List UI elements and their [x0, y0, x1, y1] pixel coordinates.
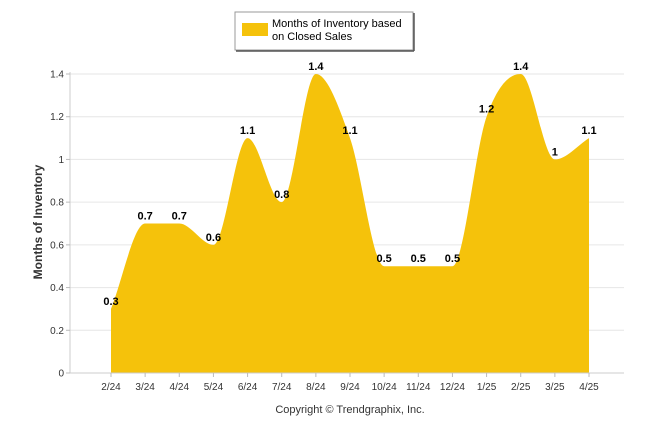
y-tick-label: 0.6 [50, 240, 64, 251]
y-tick-label: 0.4 [50, 283, 64, 294]
x-tick-label: 3/24 [135, 382, 155, 393]
legend-swatch [242, 23, 268, 36]
data-labels: 0.3 0.7 0.7 0.6 1.1 0.8 1.4 1.1 0.5 0.5 0.5 1.2 1.4 1… [103, 61, 596, 308]
x-tick-label: 3/25 [545, 382, 565, 393]
y-tick-label: 0.2 [50, 326, 64, 337]
data-label: 1 [552, 146, 558, 158]
x-tick-label: 10/24 [372, 382, 397, 393]
data-label: 1.1 [342, 125, 357, 137]
data-label: 1.4 [308, 61, 324, 73]
legend-label-line-1: Months of Inventory based [272, 18, 402, 30]
data-label: 1.1 [240, 125, 255, 137]
data-label: 0.5 [376, 253, 391, 265]
y-tick-label: 1 [58, 155, 64, 166]
y-tick-label: 1.4 [50, 70, 64, 81]
y-axis-title: Months of Inventory [31, 164, 45, 279]
x-tick-labels: 2/24 3/24 4/24 5/24 6/24 7/24 8/24 9/24 10/24 11/… [101, 373, 599, 393]
data-label: 0.5 [411, 253, 426, 265]
y-tick-label: 0 [58, 369, 64, 380]
data-label: 0.8 [274, 189, 289, 201]
data-label: 1.2 [479, 104, 494, 116]
x-tick-label: 7/24 [272, 382, 292, 393]
x-tick-label: 12/24 [440, 382, 465, 393]
x-tick-label: 5/24 [204, 382, 224, 393]
x-tick-label: 6/24 [238, 382, 258, 393]
area-series [111, 74, 589, 373]
x-tick-label: 8/24 [306, 382, 326, 393]
axes [69, 72, 624, 374]
x-tick-label: 2/24 [101, 382, 121, 393]
data-label: 1.4 [513, 61, 529, 73]
y-tick-label: 1.2 [50, 112, 64, 123]
x-tick-label: 4/24 [170, 382, 190, 393]
x-tick-label: 2/25 [511, 382, 531, 393]
y-tick-label: 0.8 [50, 198, 64, 209]
x-tick-label: 1/25 [477, 382, 497, 393]
data-label: 0.5 [445, 253, 460, 265]
legend-label-line-2: on Closed Sales [272, 31, 353, 43]
data-label: 0.7 [172, 211, 187, 223]
data-label: 0.6 [206, 232, 221, 244]
x-tick-label: 9/24 [340, 382, 360, 393]
data-label: 0.3 [103, 296, 118, 308]
y-tick-labels: 0 0.2 0.4 0.6 0.8 1 1.2 1.4 [50, 70, 70, 380]
x-tick-label: 4/25 [579, 382, 599, 393]
x-tick-label: 11/24 [406, 382, 431, 393]
data-label: 1.1 [581, 125, 596, 137]
legend: Months of Inventory based on Closed Sale… [234, 11, 415, 52]
data-label: 0.7 [137, 211, 152, 223]
copyright-footer: Copyright © Trendgraphix, Inc. [275, 404, 424, 416]
